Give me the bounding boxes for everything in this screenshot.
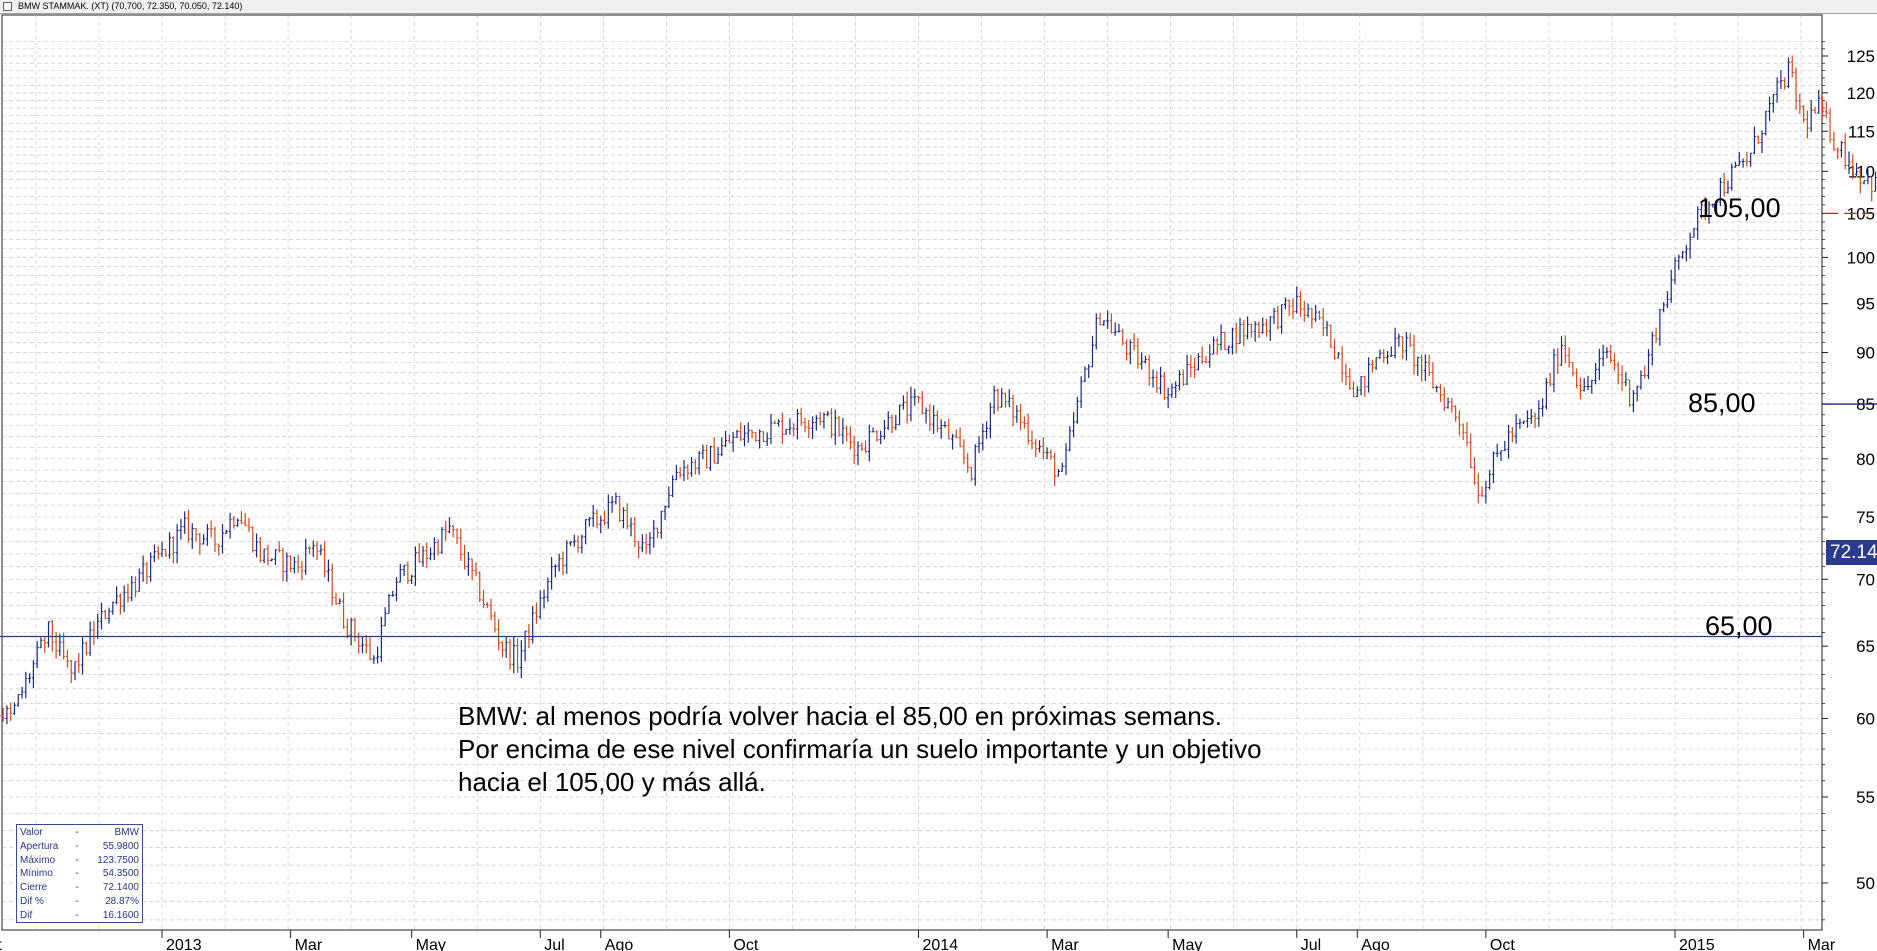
x-tick-label: Ago bbox=[605, 937, 634, 951]
legend-key: Valor bbox=[20, 827, 43, 838]
legend-row: Apertura - 55.9800 bbox=[20, 840, 139, 854]
x-tick-label: Jul bbox=[544, 937, 564, 951]
x-tick-label: Mar bbox=[1808, 937, 1836, 951]
annotation-line-1: BMW: al menos podría volver hacia el 85,… bbox=[458, 701, 1222, 731]
window-title: BMW STAMMAK. (XT) (70.700, 72.350, 70.05… bbox=[18, 1, 243, 11]
price-bars bbox=[0, 55, 1877, 725]
level-label-65: 65,00 bbox=[1705, 611, 1773, 641]
legend-value: 72.1400 bbox=[102, 882, 139, 894]
legend-row: Dif % - 28.87% bbox=[20, 895, 139, 909]
x-tick-label: Oct bbox=[733, 937, 758, 951]
y-tick-label: 50 bbox=[1856, 874, 1875, 893]
legend-key: Máximo bbox=[20, 854, 56, 866]
legend-dash: - bbox=[75, 882, 79, 894]
x-tick-label: Ago bbox=[1361, 937, 1390, 951]
x-tick-label: 2014 bbox=[923, 937, 959, 951]
window-titlebar: BMW STAMMAK. (XT) (70.700, 72.350, 70.05… bbox=[0, 0, 1877, 14]
y-tick-label: 95 bbox=[1856, 295, 1875, 314]
x-tick-label: Oct bbox=[1490, 937, 1515, 951]
x-tick-label: Oct bbox=[0, 937, 2, 951]
legend-key: Dif % bbox=[20, 895, 44, 907]
plot-area bbox=[1, 14, 1823, 931]
legend-key: Cierre bbox=[20, 882, 48, 894]
legend-row: Dif - 16.1600 bbox=[20, 909, 139, 923]
legend-row: Máximo - 123.7500 bbox=[20, 854, 139, 868]
legend-row: Cierre - 72.1400 bbox=[20, 881, 139, 895]
legend-key: Mínimo bbox=[20, 868, 53, 880]
y-tick-label: 105 bbox=[1847, 204, 1875, 223]
legend-row: Valor - BMW bbox=[20, 826, 139, 840]
y-tick-label: 100 bbox=[1847, 248, 1875, 267]
legend-dash: - bbox=[75, 854, 79, 866]
legend-row: Mínimo - 54.3500 bbox=[20, 867, 139, 881]
annotation-line-3: hacia el 105,00 y más allá. bbox=[458, 767, 766, 797]
x-tick-label: May bbox=[416, 937, 446, 951]
y-tick-label: 60 bbox=[1856, 709, 1875, 728]
y-tick-label: 80 bbox=[1856, 450, 1875, 469]
annotation-line-2: Por encima de ese nivel confirmaría un s… bbox=[458, 734, 1262, 764]
legend-value: 16.1600 bbox=[102, 909, 139, 921]
x-tick-label: Jul bbox=[1301, 937, 1321, 951]
y-tick-label: 110 bbox=[1848, 162, 1875, 181]
legend-value: 55.9800 bbox=[102, 840, 139, 852]
legend-key: Apertura bbox=[20, 840, 59, 852]
x-tick-label: Mar bbox=[1051, 937, 1079, 951]
x-tick-label: May bbox=[1172, 937, 1202, 951]
last-price-badge: 72.14 bbox=[1826, 540, 1877, 565]
legend-dash: - bbox=[75, 868, 79, 880]
y-tick-label: 120 bbox=[1847, 84, 1875, 103]
y-tick-label: 55 bbox=[1856, 788, 1875, 807]
y-tick-label: 65 bbox=[1856, 637, 1875, 656]
x-tick-label: 2015 bbox=[1679, 937, 1715, 951]
legend-value: 28.87% bbox=[105, 895, 139, 907]
y-tick-label: 125 bbox=[1847, 47, 1875, 66]
x-tick-label: 2013 bbox=[166, 937, 202, 951]
y-tick-label: 75 bbox=[1856, 508, 1875, 527]
y-tick-label: 70 bbox=[1856, 570, 1875, 589]
legend-value: 123.7500 bbox=[97, 854, 139, 866]
x-tick-label: Mar bbox=[295, 937, 323, 951]
legend-dash: - bbox=[75, 840, 79, 852]
legend-dash: - bbox=[75, 909, 79, 921]
legend-value: BMW bbox=[114, 827, 139, 838]
level-label-85: 85,00 bbox=[1688, 388, 1756, 418]
legend-dash: - bbox=[75, 827, 79, 838]
y-tick-label: 90 bbox=[1856, 343, 1875, 362]
chart-annotation: BMW: al menos podría volver hacia el 85,… bbox=[458, 700, 1262, 799]
legend-dash: - bbox=[75, 895, 79, 907]
legend-key: Dif bbox=[20, 909, 33, 921]
y-tick-label: 115 bbox=[1848, 122, 1875, 141]
level-label-105: 105,00 bbox=[1698, 193, 1781, 223]
legend-value: 54.3500 bbox=[102, 868, 139, 880]
chart-window-icon[interactable] bbox=[3, 2, 12, 11]
data-legend: Valor - BMW Apertura - 55.9800 Máximo - 123.75… bbox=[16, 824, 143, 923]
